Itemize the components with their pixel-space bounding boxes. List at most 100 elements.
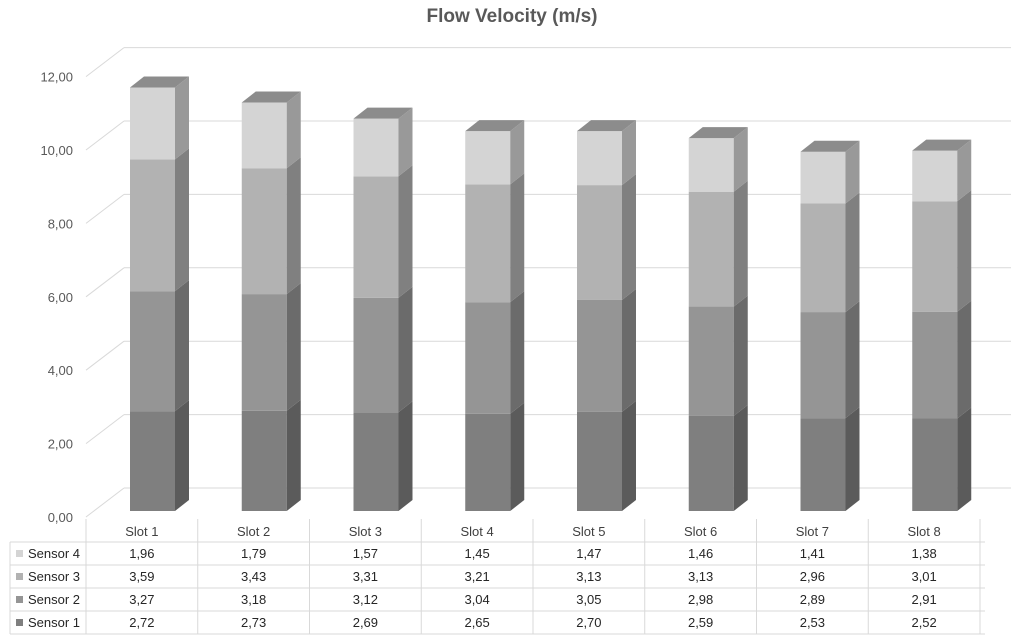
bar-front: [577, 185, 622, 300]
table-cell: 3,18: [241, 592, 266, 607]
table-cell: 3,31: [353, 569, 378, 584]
bar-side: [733, 127, 748, 192]
bar-side: [957, 190, 972, 312]
x-category-label: Slot 2: [237, 524, 270, 539]
legend-swatch: [16, 596, 23, 603]
bar-front: [241, 410, 287, 511]
bar-front: [241, 168, 287, 295]
bar-side: [175, 148, 189, 292]
table-cell: 2,65: [464, 615, 489, 630]
bar-side: [622, 174, 636, 300]
table-row: Sensor 2 3,27 3,18 3,12 3,04 3,05 2,98 2,89 2,91: [16, 592, 937, 607]
table-cell: 1,47: [576, 546, 601, 561]
bar-segment: [241, 157, 301, 295]
bar-side: [286, 283, 301, 411]
bar-side: [286, 91, 301, 169]
x-category-label: Slot 4: [461, 524, 494, 539]
y-tick-label: 0,00: [48, 510, 73, 525]
bar-segment: [800, 301, 860, 419]
bar-stack: [130, 76, 189, 511]
table-cell: 3,05: [576, 592, 601, 607]
bar-side: [510, 402, 525, 511]
table-cell: 3,13: [576, 569, 601, 584]
bar-front: [241, 102, 287, 169]
table-cell: 3,01: [911, 569, 936, 584]
y-tick-label: 8,00: [48, 216, 73, 231]
bar-segment: [465, 402, 525, 511]
table-cell: 1,96: [129, 546, 154, 561]
bar-side: [845, 301, 860, 419]
table-cell: 3,12: [353, 592, 378, 607]
bar-front: [241, 294, 287, 411]
bar-segment: [130, 148, 189, 292]
gridline: [85, 414, 1011, 444]
chart-walls: [85, 487, 1011, 518]
bar-front: [912, 150, 958, 202]
table-row: Sensor 3 3,59 3,43 3,31 3,21 3,13 3,13 2,96 3,01: [16, 569, 937, 584]
bar-side: [175, 280, 189, 412]
table-cell: 1,45: [464, 546, 489, 561]
bar-side: [175, 400, 189, 511]
bar-stack: [241, 91, 301, 511]
bar-front: [353, 297, 399, 413]
bar-side: [510, 291, 525, 414]
bar-side: [175, 76, 189, 160]
table-cell: 1,46: [688, 546, 713, 561]
gridline: [85, 267, 1011, 298]
table-cell: 3,59: [129, 569, 154, 584]
bar-segment: [688, 295, 748, 416]
y-axis: 0,00 2,00 4,00 6,00 8,00 10,00 12,00: [40, 70, 73, 525]
bar-side: [622, 120, 636, 186]
table-cell: 1,38: [911, 546, 936, 561]
bar-side: [286, 399, 301, 511]
bar-front: [353, 176, 399, 298]
bar-front: [688, 415, 734, 511]
bar-side: [733, 404, 748, 511]
bar-front: [688, 138, 734, 192]
table-cell: 3,13: [688, 569, 713, 584]
bar-stack: [465, 120, 525, 511]
bar-segment: [241, 283, 301, 411]
table-cell: 1,57: [353, 546, 378, 561]
table-cell: 2,59: [688, 615, 713, 630]
bar-front: [800, 418, 846, 511]
bar-side: [510, 120, 525, 185]
bar-top: [577, 120, 636, 132]
bar-segment: [912, 139, 972, 202]
bar-segment: [353, 107, 413, 177]
bar-front: [130, 87, 175, 160]
x-category-label: Slot 5: [572, 524, 605, 539]
bar-top: [353, 107, 413, 119]
bar-side: [622, 288, 636, 412]
legend-swatch: [16, 573, 23, 580]
table-cell: 1,79: [241, 546, 266, 561]
bar-side: [845, 407, 860, 511]
bar-front: [353, 118, 399, 177]
bar-front: [912, 311, 958, 419]
bar-front: [688, 306, 734, 416]
bar-segment: [577, 400, 636, 511]
bar-stack: [353, 107, 413, 511]
bar-segment: [800, 192, 860, 313]
bar-segment: [688, 180, 748, 307]
bar-front: [130, 159, 175, 292]
bar-segment: [465, 291, 525, 414]
bar-top: [130, 76, 189, 88]
bar-segment: [465, 173, 525, 303]
bar-stack: [800, 140, 860, 511]
bar-side: [398, 165, 413, 298]
gridline: [85, 193, 1011, 224]
bar-front: [353, 412, 399, 511]
bar-segment: [130, 400, 189, 511]
bar-stack: [912, 139, 972, 511]
bar-segment: [241, 91, 301, 169]
gridline: [85, 120, 1011, 151]
bar-side: [845, 192, 860, 313]
bar-segment: [130, 280, 189, 412]
table-cell: 2,96: [800, 569, 825, 584]
table-row: Sensor 1 2,72 2,73 2,69 2,65 2,70 2,59 2,53 2,52: [16, 615, 937, 630]
gridline: [85, 47, 1011, 77]
bar-top: [241, 91, 301, 103]
bar-segment: [577, 174, 636, 300]
